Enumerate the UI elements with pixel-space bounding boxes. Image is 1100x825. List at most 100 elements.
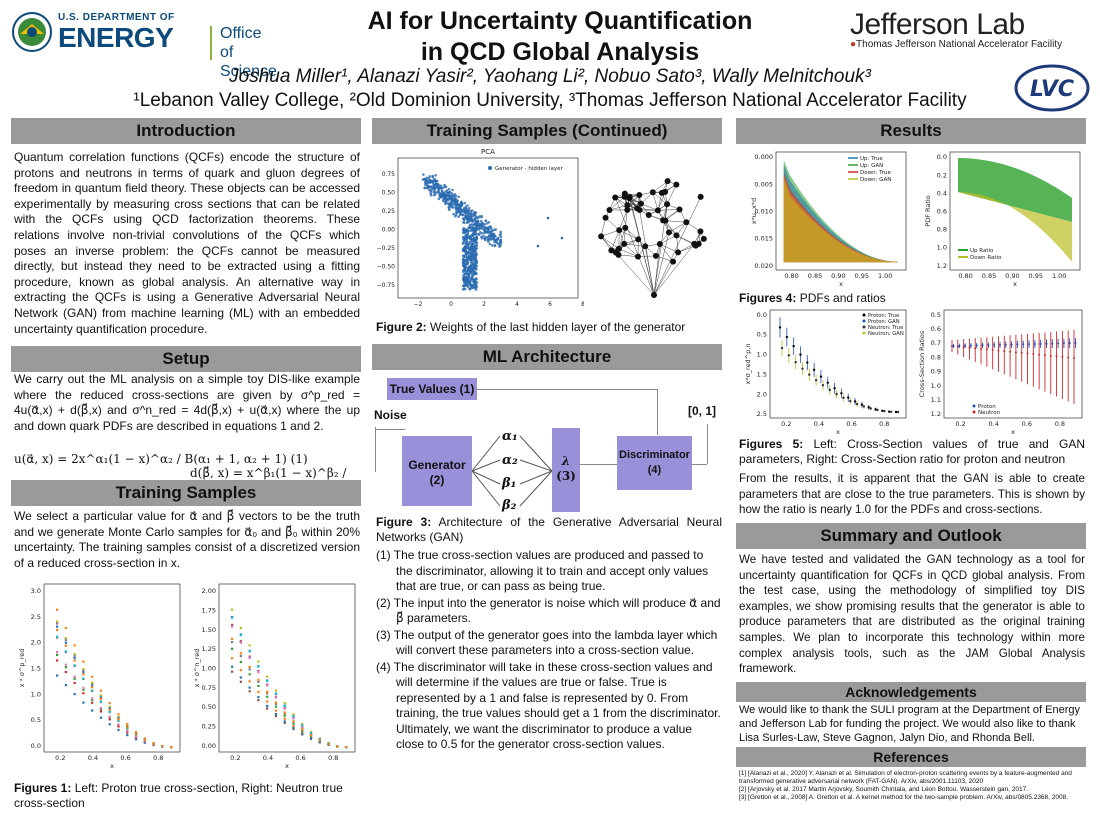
architecture-step: (1) The true cross-section values are pr…	[376, 548, 709, 593]
data-point	[239, 669, 242, 672]
x-tick-label: 0.95	[1029, 272, 1043, 280]
pca-point	[468, 225, 472, 228]
x-tick-label: 0.95	[855, 272, 869, 280]
data-point	[283, 702, 286, 705]
graph-node	[624, 206, 631, 213]
pca-point	[470, 254, 473, 257]
results-heading: Results	[736, 118, 1086, 144]
graph-edge	[665, 209, 680, 221]
data-point	[108, 708, 111, 711]
y-tick-label: 1.00	[202, 665, 216, 673]
data-point	[56, 659, 59, 662]
pca-point	[496, 237, 499, 240]
data-point	[969, 344, 972, 347]
graph-node	[652, 252, 659, 259]
data-point	[239, 680, 242, 683]
data-point	[257, 665, 260, 668]
pca-point	[469, 269, 473, 273]
pca-point	[474, 267, 478, 271]
data-point	[266, 690, 269, 693]
pca-point	[463, 267, 467, 270]
data-point	[821, 384, 825, 387]
y-tick-label: 1.0	[937, 244, 947, 252]
jefferson-lab-logo: Jefferson Lab ●Thomas Jefferson National…	[850, 8, 1063, 50]
data-point	[257, 690, 260, 693]
pca-point	[468, 280, 472, 284]
pca-point	[472, 240, 476, 244]
results-body: From the results, it is apparent that th…	[739, 472, 1085, 517]
pca-point	[497, 242, 500, 246]
graph-node	[621, 240, 628, 247]
pca-point	[473, 245, 477, 248]
data-point	[134, 735, 138, 738]
introduction-body: Quantum correlation functions (QCFs) enc…	[14, 150, 360, 336]
data-point	[968, 346, 971, 349]
pca-point	[449, 203, 453, 206]
data-point	[248, 650, 251, 653]
pca-point	[473, 264, 476, 268]
data-point	[56, 625, 59, 628]
pca-point	[457, 215, 460, 219]
x-tick-label: 8	[581, 301, 584, 308]
data-point	[274, 712, 278, 716]
pca-point	[450, 192, 453, 195]
data-point	[64, 638, 67, 641]
data-point	[819, 375, 823, 378]
data-point	[99, 689, 103, 692]
data-point	[64, 626, 67, 630]
data-point	[806, 361, 809, 364]
y-tick-label: 0.9	[931, 368, 941, 376]
data-point	[814, 378, 818, 382]
pca-point	[466, 243, 469, 247]
data-point	[952, 345, 955, 347]
data-point	[64, 637, 67, 640]
data-point	[318, 737, 321, 741]
data-point	[1051, 342, 1054, 345]
data-point	[248, 656, 251, 660]
data-point	[248, 665, 251, 669]
x-tick-label: 0.2	[781, 420, 791, 428]
pca-point	[484, 229, 487, 233]
pca-point	[466, 212, 469, 215]
pca-point	[467, 219, 471, 223]
graph-node	[634, 253, 641, 260]
pca-point	[474, 282, 478, 286]
data-point	[99, 708, 103, 711]
proton-cross-section-plot: 0.0 0.5 1.0 1.5 2.0 2.5 3.0 0.2 0.4 0.6 0.8 x * σ^p…	[18, 583, 181, 770]
data-point	[826, 381, 829, 384]
y-tick-label: 1.5	[757, 370, 767, 378]
pca-point	[456, 207, 459, 211]
data-point	[301, 724, 304, 727]
data-point	[126, 730, 129, 733]
graph-edge	[665, 220, 677, 236]
pca-point	[471, 274, 475, 278]
pca-point	[467, 256, 470, 260]
legend-label: Proton: True	[868, 313, 899, 319]
data-point	[847, 396, 850, 399]
y-tick-label: 0.5	[31, 716, 41, 724]
data-point	[99, 696, 103, 699]
y-tick-label: 0.75	[202, 684, 216, 692]
graph-node	[662, 217, 669, 224]
pca-point	[430, 186, 434, 189]
pca-point	[499, 243, 502, 247]
pca-point	[468, 266, 472, 270]
data-point	[231, 616, 234, 619]
data-point	[283, 720, 286, 723]
data-point	[239, 641, 242, 644]
pca-point	[447, 187, 451, 191]
lvc-logo-icon: LVC	[1014, 64, 1090, 112]
data-point	[82, 692, 85, 695]
pca-point	[465, 233, 469, 237]
data-point	[91, 684, 94, 687]
pca-point	[466, 283, 469, 286]
data-point	[231, 665, 234, 668]
pca-point	[487, 234, 491, 238]
pca-point	[447, 206, 451, 209]
neural-network-graph	[598, 178, 707, 298]
reference-item: [1] [Alanazi et al., 2020] Y. Alanazi et…	[739, 770, 1072, 785]
pca-point	[431, 180, 435, 184]
x-tick-label: 0.2	[55, 754, 65, 762]
data-point	[248, 668, 251, 671]
x-tick-label: 0.8	[328, 754, 338, 762]
